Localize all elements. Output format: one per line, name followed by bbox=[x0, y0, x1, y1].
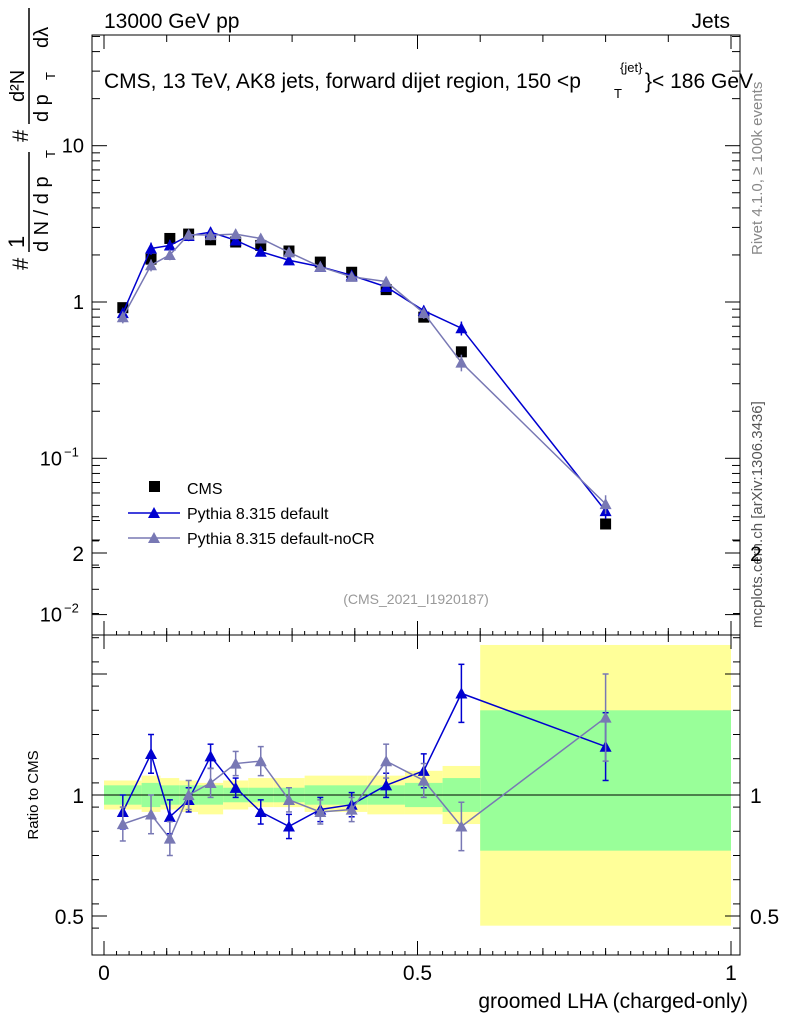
title-subscript: T bbox=[614, 86, 622, 101]
xlabel: groomed LHA (charged-only) bbox=[478, 990, 748, 1013]
data-point bbox=[345, 270, 358, 282]
title-tail: }< 186 GeV bbox=[645, 70, 753, 93]
data-point bbox=[229, 228, 242, 240]
legend-marker-default bbox=[148, 507, 160, 518]
ratio-data-point bbox=[163, 810, 176, 822]
ratio-y-tick-label-left: 1 bbox=[72, 785, 84, 808]
ratio-y-tick-label-right: 1 bbox=[750, 785, 762, 808]
main-y-tick-exponent: −1 bbox=[64, 444, 79, 459]
legend: CMS Pythia 8.315 default Pythia 8.315 de… bbox=[128, 481, 375, 548]
ratio-data-point bbox=[116, 818, 129, 830]
ratio-y-tick-label-left: 2 bbox=[72, 543, 84, 566]
data-point bbox=[254, 245, 267, 257]
main-y-tick-exponent: −2 bbox=[64, 601, 79, 616]
ratio-data-point bbox=[345, 803, 358, 815]
category-label: Jets bbox=[691, 10, 730, 33]
ratio-data-point bbox=[380, 755, 393, 767]
series-line bbox=[122, 231, 607, 512]
title-main: CMS, 13 TeV, AK8 jets, forward dijet reg… bbox=[104, 70, 581, 93]
ratio-plot-area bbox=[116, 663, 612, 857]
ratio-series-line bbox=[122, 692, 606, 828]
legend-label-nocr: Pythia 8.315 default-noCR bbox=[187, 531, 375, 548]
chart-title: CMS, 13 TeV, AK8 jets, forward dijet reg… bbox=[104, 60, 753, 101]
x-tick-label: 0 bbox=[98, 962, 110, 985]
ylabel-denominator-2: d p bbox=[31, 94, 53, 122]
data-point bbox=[455, 356, 468, 368]
data-point bbox=[163, 248, 176, 261]
ylabel-one: 1 bbox=[4, 236, 29, 248]
ylabel-numerator-2: d²N bbox=[7, 70, 29, 102]
ylabel-denominator: d N / d p bbox=[31, 176, 53, 252]
data-point bbox=[314, 260, 327, 272]
data-point bbox=[116, 311, 129, 323]
title-superscript: {jet} bbox=[620, 60, 643, 75]
legend-label-cms: CMS bbox=[187, 481, 223, 498]
energy-label: 13000 GeV pp bbox=[104, 10, 239, 33]
mcplots-label: mcplots.cern.ch [arXiv:1306.3436] bbox=[749, 401, 766, 628]
ratio-data-point bbox=[380, 779, 393, 791]
ratio-data-point bbox=[145, 747, 158, 759]
data-point bbox=[145, 253, 157, 265]
ylabel-hash-2: # bbox=[8, 129, 33, 142]
rivet-label: Rivet 4.1.0, ≥ 100k events bbox=[749, 82, 766, 255]
ratio-series-line bbox=[122, 716, 607, 841]
ylabel-hash-1: # bbox=[8, 257, 33, 270]
data-point bbox=[255, 239, 267, 251]
data-point bbox=[182, 228, 195, 240]
ratio-data-point bbox=[204, 750, 217, 762]
main-plot-area bbox=[116, 226, 612, 530]
ratio-data-point bbox=[455, 687, 468, 699]
legend-label-default: Pythia 8.315 default bbox=[187, 506, 329, 523]
data-point bbox=[254, 232, 267, 244]
ratio-data-point bbox=[229, 757, 242, 769]
legend-marker-nocr bbox=[148, 532, 160, 543]
ratio-data-point bbox=[229, 781, 242, 793]
data-point bbox=[455, 346, 467, 358]
analysis-tag: (CMS_2021_I1920187) bbox=[343, 591, 489, 607]
data-point bbox=[380, 275, 393, 287]
data-point bbox=[164, 232, 176, 244]
data-point bbox=[455, 322, 468, 334]
data-point bbox=[229, 234, 242, 246]
ratio-y-tick-label-left: 0.5 bbox=[55, 906, 84, 929]
ratio-data-point bbox=[282, 793, 295, 805]
main-y-tick-label: 10 bbox=[40, 448, 62, 470]
main-y-tick-label: 1 bbox=[73, 292, 84, 314]
ratio-data-point bbox=[182, 789, 195, 801]
ratio-y-tick-label-right: 0.5 bbox=[750, 906, 779, 929]
data-point bbox=[145, 242, 158, 254]
ratio-data-point bbox=[314, 805, 327, 818]
legend-marker-cms bbox=[149, 481, 160, 492]
ylabel-dlambda: dλ bbox=[31, 27, 53, 48]
ylabel-sub-t1: T bbox=[43, 150, 58, 158]
ratio-data-point bbox=[163, 832, 176, 844]
data-point bbox=[282, 254, 295, 266]
data-point bbox=[163, 239, 176, 251]
ratio-data-point bbox=[145, 808, 158, 820]
ratio-data-point bbox=[254, 805, 267, 818]
ratio-data-point bbox=[417, 774, 430, 786]
data-point bbox=[599, 498, 612, 510]
ratio-data-point bbox=[204, 776, 217, 788]
x-tick-label: 1 bbox=[725, 962, 737, 985]
ratio-data-point bbox=[254, 755, 267, 767]
main-y-tick-label: 10 bbox=[62, 136, 84, 158]
ratio-y-tick-label-right: 2 bbox=[750, 543, 762, 566]
data-point bbox=[282, 246, 295, 258]
data-point bbox=[204, 229, 217, 241]
main-ylabel: # 1 d N / d p T # d²N d p T dλ bbox=[4, 8, 58, 270]
ratio-data-point bbox=[599, 711, 612, 723]
data-point bbox=[600, 518, 612, 530]
ratio-data-point bbox=[455, 820, 468, 832]
ratio-ylabel: Ratio to CMS bbox=[25, 750, 42, 839]
main-y-tick-label: 10 bbox=[40, 605, 62, 627]
data-point bbox=[417, 307, 430, 319]
series-line bbox=[122, 233, 607, 505]
x-tick-label: 0.5 bbox=[403, 962, 432, 985]
data-point bbox=[145, 259, 158, 271]
ylabel-sub-t2: T bbox=[43, 72, 58, 80]
ratio-data-point bbox=[282, 820, 295, 832]
